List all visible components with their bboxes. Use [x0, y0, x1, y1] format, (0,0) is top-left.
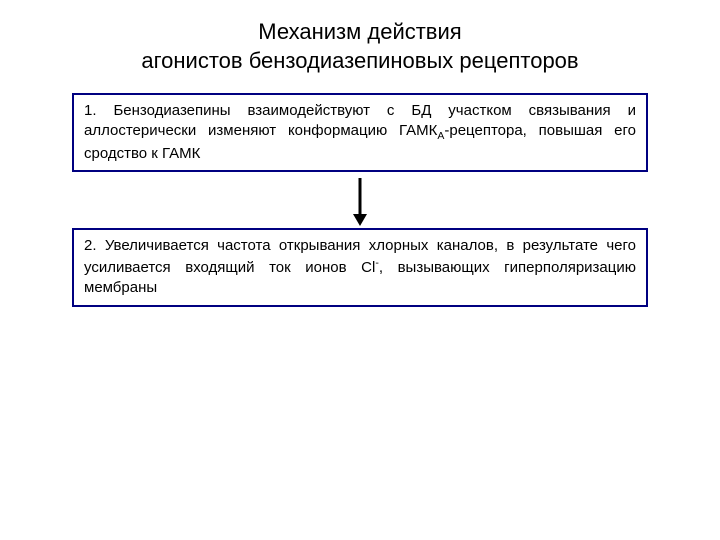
flow-box-1: 1. Бензодиазепины взаимодействуют с БД у…: [72, 93, 648, 172]
flow-box-2: 2. Увеличивается частота открывания хлор…: [72, 228, 648, 307]
diagram-title: Механизм действия агонистов бензодиазепи…: [0, 0, 720, 93]
flow-arrow: [72, 172, 648, 228]
title-line-2: агонистов бензодиазепиновых рецепторов: [141, 48, 578, 73]
flow-box-2-text: 2. Увеличивается частота открывания хлор…: [84, 237, 636, 297]
arrow-down-icon: [345, 176, 375, 226]
flow-box-1-text: 1. Бензодиазепины взаимодействуют с БД у…: [84, 102, 636, 161]
title-line-1: Механизм действия: [258, 19, 461, 44]
